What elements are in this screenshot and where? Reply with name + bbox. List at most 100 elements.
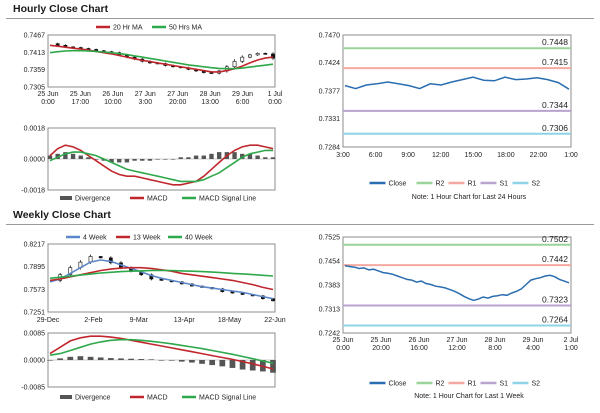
weekly-macd-divergence-bar-8 [128,358,134,360]
hourly-price-x-tick-4: 27 Jun [167,91,188,98]
weekly-macd-legend-divergence-label: Divergence [75,395,111,402]
weekly-macd-divergence-bar-17 [219,360,226,367]
weekly-levels-x-tick-5-time: 4:00 [526,345,540,352]
hourly-macd-divergence-bar-20 [201,155,206,159]
hourly-levels-legend-r1-label: R1 [468,181,477,188]
weekly-levels-x-tick-3-time: 12:00 [448,345,466,352]
hourly-section-rule [6,18,594,19]
hourly-macd-divergence-bar-16 [170,159,176,160]
hourly-price-x-tick-6-time: 6:00 [236,99,250,106]
hourly-macd-divergence-bar-27 [255,155,260,159]
hourly-levels-note: Note: 1 Hour Chart for Last 24 Hours [412,194,527,201]
weekly-price-y-tick-1: 0.7895 [24,264,46,271]
weekly-macd-divergence-bar-20 [249,360,256,371]
weekly-section-rule [6,224,594,225]
hourly-levels-y-tick-3: 0.7331 [319,116,341,123]
hourly-price-x-tick-1-time: 17:00 [72,99,90,106]
weekly-price-y-tick-2: 0.7573 [24,287,46,294]
hourly-macd-divergence-bar-18 [186,157,191,159]
weekly-price-candle-2 [68,267,73,276]
hourly-price-candle-27 [255,52,260,56]
weekly-levels-level-label-s1: 0.7323 [542,295,568,305]
weekly-macd-divergence-bar-14 [189,360,195,363]
hourly-macd-divergence-bar-4 [78,155,83,159]
weekly-macd-divergence-bar-12 [168,360,175,361]
weekly-price-series-2 [49,269,274,280]
hourly-price-x-tick-2-time: 10:00 [104,99,122,106]
hourly-macd-signal-line [49,149,273,183]
weekly-levels-legend-close-label: Close [389,381,407,388]
hourly-macd-divergence-bar-13 [147,159,153,161]
weekly-price-x-tick-0: 29-Dec [37,317,60,324]
hourly-macd-divergence-bar-0 [47,155,53,159]
hourly-macd-divergence-bar-6 [93,159,99,160]
hourly-levels-x-tick-2: 9:00 [401,152,415,159]
hourly-macd-legend-divergence-label: Divergence [75,196,111,203]
hourly-macd-y-tick-0: 0.0018 [24,126,46,133]
hourly-price-y-tick-0: 0.7467 [24,33,46,40]
weekly-levels-x-tick-5: 29 Jun [522,337,543,344]
weekly-price-y-tick-3: 0.7251 [24,310,46,317]
hourly-macd-y-tick-1: 0.0000 [24,157,46,164]
weekly-levels-x-tick-0: 25 Jun [332,337,353,344]
hourly-macd-legend-divergence-swatch [60,196,72,200]
weekly-levels-x-tick-0-time: 0:00 [336,345,350,352]
weekly-levels-level-label-r1: 0.7442 [542,254,568,264]
hourly-price-series-1 [49,49,274,70]
hourly-price-x-tick-3: 27 Jun [135,91,156,98]
weekly-levels-legend-r2-label: R2 [436,381,445,388]
hourly-levels-level-label-r2: 0.7448 [542,37,568,47]
hourly-levels-legend-close-label: Close [389,181,407,188]
weekly-levels-close-line [344,265,570,302]
hourly-macd-divergence-bar-29 [270,157,276,159]
weekly-macd-divergence-bar-19 [239,360,246,370]
hourly-price-x-tick-4-time: 20:00 [169,99,187,106]
hourly-legend-50hr-ma-label: 50 Hrs MA [169,25,202,32]
hourly-price-x-tick-5: 28 Jun [200,91,221,98]
weekly-levels-y-tick-4: 0.7242 [319,331,341,338]
hourly-price-x-tick-0: 25 Jun [37,91,58,98]
hourly-price-candle-28 [263,52,268,55]
hourly-price-x-tick-5-time: 13:00 [201,99,219,106]
hourly-macd-divergence-bar-3 [70,153,76,159]
hourly-price-x-tick-3-time: 3:00 [138,99,152,106]
hourly-macd-divergence-bar-14 [155,159,160,160]
weekly-macd-signal-line [49,338,274,364]
hourly-levels-x-tick-6: 22:00 [530,152,548,159]
weekly-levels-x-tick-6-time: 1:00 [564,345,578,352]
weekly-macd-divergence-bar-15 [199,360,205,364]
weekly-levels-legend-r1-label: R1 [468,381,477,388]
hourly-levels-x-tick-0: 3:00 [336,152,350,159]
hourly-price-y-tick-2: 0.7359 [24,67,46,74]
hourly-levels-x-tick-5: 18:00 [497,152,515,159]
hourly-price-candle-25 [240,56,245,62]
hourly-macd-divergence-bar-12 [140,159,145,161]
hourly-macd-legend-signal-label: MACD Signal Line [199,196,256,203]
hourly-levels-y-tick-2: 0.7377 [319,89,341,96]
weekly-macd-macd-line [49,335,274,370]
weekly-price-x-tick-3: 13-Apr [174,317,196,324]
hourly-legend-20hr-ma-label: 20 Hr MA [113,25,143,32]
hourly-levels-x-tick-3: 12:00 [432,152,450,159]
weekly-macd-divergence-bar-6 [107,358,114,360]
weekly-macd-y-tick-2: -0.0085 [21,385,45,392]
weekly-legend-13-week-label: 13 Week [133,235,161,242]
weekly-price-candle-5 [98,256,103,259]
hourly-macd-divergence-bar-19 [193,155,199,159]
weekly-price-candle-6 [108,257,113,264]
weekly-macd-divergence-bar-18 [229,360,236,368]
hourly-levels-close-line [344,76,570,90]
hourly-levels-x-tick-7: 1:00 [564,152,578,159]
hourly-price-candle-29 [271,53,275,59]
hourly-levels-legend-r2-label: R2 [436,181,445,188]
weekly-levels-legend-s1-label: S1 [500,381,509,388]
weekly-levels-level-label-s2: 0.7264 [542,315,568,325]
weekly-price-frame [47,243,276,313]
weekly-levels-frame [342,236,572,334]
hourly-levels-y-tick-4: 0.7284 [319,145,341,152]
hourly-price-frame [47,34,276,88]
weekly-levels-x-tick-1-time: 20:00 [372,345,390,352]
weekly-levels-y-tick-3: 0.7313 [319,306,341,313]
weekly-price-x-tick-4: 18-May [218,317,242,324]
hourly-macd-divergence-bar-10 [124,159,130,163]
